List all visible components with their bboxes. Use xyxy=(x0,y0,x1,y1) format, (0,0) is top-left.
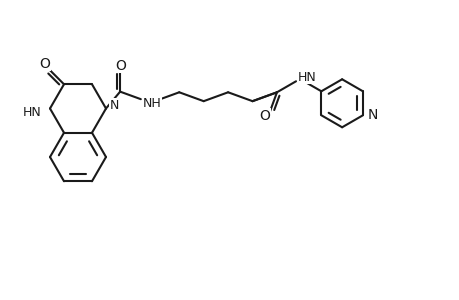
Text: O: O xyxy=(259,109,270,123)
Text: O: O xyxy=(116,58,126,73)
Text: HN: HN xyxy=(297,71,316,84)
Text: N: N xyxy=(367,108,377,122)
Text: NH: NH xyxy=(142,97,161,110)
Text: N: N xyxy=(110,99,119,112)
Text: HN: HN xyxy=(23,106,42,119)
Text: O: O xyxy=(39,57,50,71)
